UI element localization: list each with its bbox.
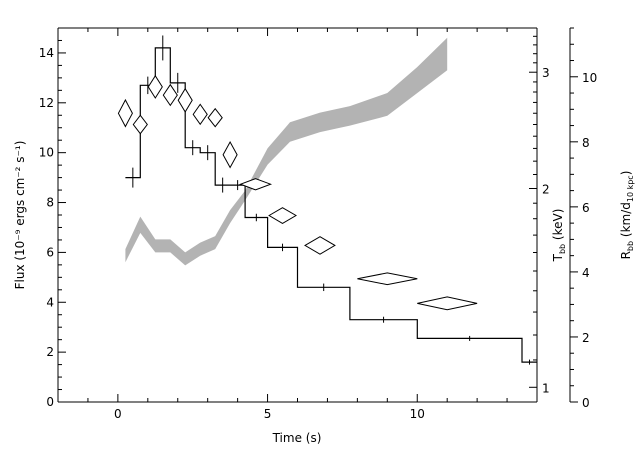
x-tick-label-1: 5 [264, 407, 272, 421]
radius-axis-label-unit-post: ) [619, 171, 633, 176]
radius-axis-label-sub: bb [626, 241, 635, 251]
kT-diamond-3 [162, 83, 178, 107]
kT-diamond-8 [239, 178, 273, 191]
kT-diamond-10 [304, 236, 336, 255]
kT-diamond-9 [268, 207, 297, 224]
kT-diamond-0 [117, 98, 133, 128]
kT-diamond-12 [417, 296, 478, 311]
radius-axis-label-main: R [619, 251, 633, 259]
kT-diamond-5 [192, 103, 208, 126]
y-tick-label-5: 10 [39, 146, 54, 160]
flux-step-line [125, 47, 537, 363]
y-tick-label-6: 12 [39, 96, 54, 110]
radius-axis-label-unit-pre: (km/d [619, 202, 633, 241]
radius-tick-label-0: 0 [582, 396, 590, 410]
kT-tick-label-1: 2 [542, 182, 550, 196]
x-tick-label-0: 0 [114, 407, 122, 421]
x-tick-label-2: 10 [410, 407, 425, 421]
kT-diamond-6 [207, 107, 223, 128]
radius-tick-label-1: 2 [582, 331, 590, 345]
radius-band-area [125, 37, 448, 266]
kT-tick-label-2: 3 [542, 66, 550, 80]
radius-tick-label-2: 4 [582, 266, 590, 280]
kT-axis-label-sub: bb [558, 244, 567, 254]
y-tick-label-2: 4 [46, 295, 54, 309]
radius-tick-label-5: 10 [582, 71, 597, 85]
kT-diamond-2 [147, 74, 163, 99]
y-tick-label-4: 8 [46, 196, 54, 210]
plot-frame [57, 27, 571, 403]
radius-tick-label-3: 6 [582, 201, 590, 215]
kT-axis-label-main: T [551, 253, 565, 262]
kT-axis-label: Tbb (keV) [551, 209, 567, 263]
y-tick-label-0: 0 [46, 395, 54, 409]
radius-axis-label-unit-sub: 10 kpc [626, 175, 635, 202]
temperature-diamonds [117, 74, 478, 311]
radius-band [125, 37, 448, 266]
y-tick-label-3: 6 [46, 245, 54, 259]
x-axis-label: Time (s) [272, 431, 322, 445]
kT-diamond-7 [222, 140, 238, 169]
radius-tick-label-4: 8 [582, 136, 590, 150]
y-tick-label-1: 2 [46, 345, 54, 359]
kT-axis-label-unit: (keV) [551, 209, 565, 244]
y-tick-label-7: 14 [39, 46, 54, 60]
left-y-axis-label: Flux (10⁻⁹ ergs cm⁻² s⁻¹) [13, 141, 27, 290]
kT-diamond-1 [132, 114, 148, 135]
kT-diamond-4 [177, 87, 193, 113]
radius-axis-label: Rbb (km/d10 kpc) [619, 171, 635, 260]
kT-tick-label-0: 1 [542, 381, 550, 395]
kT-diamond-11 [357, 272, 418, 286]
flux-histogram [125, 35, 537, 365]
